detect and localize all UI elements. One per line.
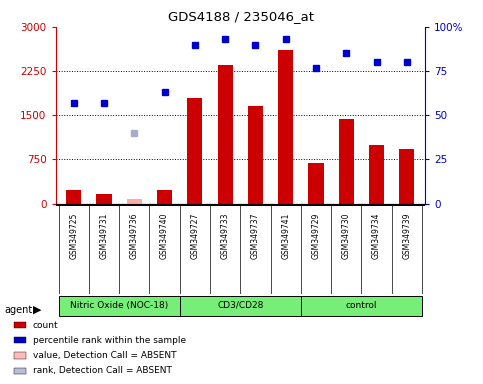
Bar xyxy=(309,164,324,204)
Text: GSM349737: GSM349737 xyxy=(251,212,260,259)
Bar xyxy=(180,296,301,316)
Bar xyxy=(14,353,26,359)
Text: GSM349725: GSM349725 xyxy=(69,212,78,259)
Text: GSM349734: GSM349734 xyxy=(372,212,381,259)
Text: GSM349729: GSM349729 xyxy=(312,212,321,259)
Text: value, Detection Call = ABSENT: value, Detection Call = ABSENT xyxy=(33,351,176,360)
Text: GSM349739: GSM349739 xyxy=(402,212,412,259)
Bar xyxy=(217,65,233,204)
Bar xyxy=(187,98,202,204)
Bar xyxy=(66,190,81,204)
Text: GSM349736: GSM349736 xyxy=(130,212,139,259)
Bar xyxy=(278,50,293,204)
Text: GDS4188 / 235046_at: GDS4188 / 235046_at xyxy=(169,10,314,23)
Text: GSM349740: GSM349740 xyxy=(160,212,169,259)
Bar xyxy=(14,367,26,374)
Text: CD3/CD28: CD3/CD28 xyxy=(217,301,264,310)
Text: Nitric Oxide (NOC-18): Nitric Oxide (NOC-18) xyxy=(70,301,168,310)
Text: GSM349730: GSM349730 xyxy=(342,212,351,259)
Bar xyxy=(14,322,26,328)
Text: GSM349741: GSM349741 xyxy=(281,212,290,259)
Bar xyxy=(339,119,354,204)
Bar xyxy=(97,194,112,204)
Text: ▶: ▶ xyxy=(33,305,42,314)
Bar xyxy=(157,190,172,204)
Text: GSM349731: GSM349731 xyxy=(99,212,109,259)
Text: percentile rank within the sample: percentile rank within the sample xyxy=(33,336,186,345)
Text: count: count xyxy=(33,321,58,329)
Bar xyxy=(14,337,26,343)
Bar xyxy=(127,199,142,204)
Text: GSM349733: GSM349733 xyxy=(221,212,229,259)
Text: control: control xyxy=(346,301,377,310)
Bar xyxy=(248,106,263,204)
Bar xyxy=(369,145,384,204)
Bar xyxy=(301,296,422,316)
Bar xyxy=(58,296,180,316)
Text: agent: agent xyxy=(5,305,33,314)
Bar xyxy=(399,149,414,204)
Text: GSM349727: GSM349727 xyxy=(190,212,199,259)
Text: rank, Detection Call = ABSENT: rank, Detection Call = ABSENT xyxy=(33,366,172,375)
